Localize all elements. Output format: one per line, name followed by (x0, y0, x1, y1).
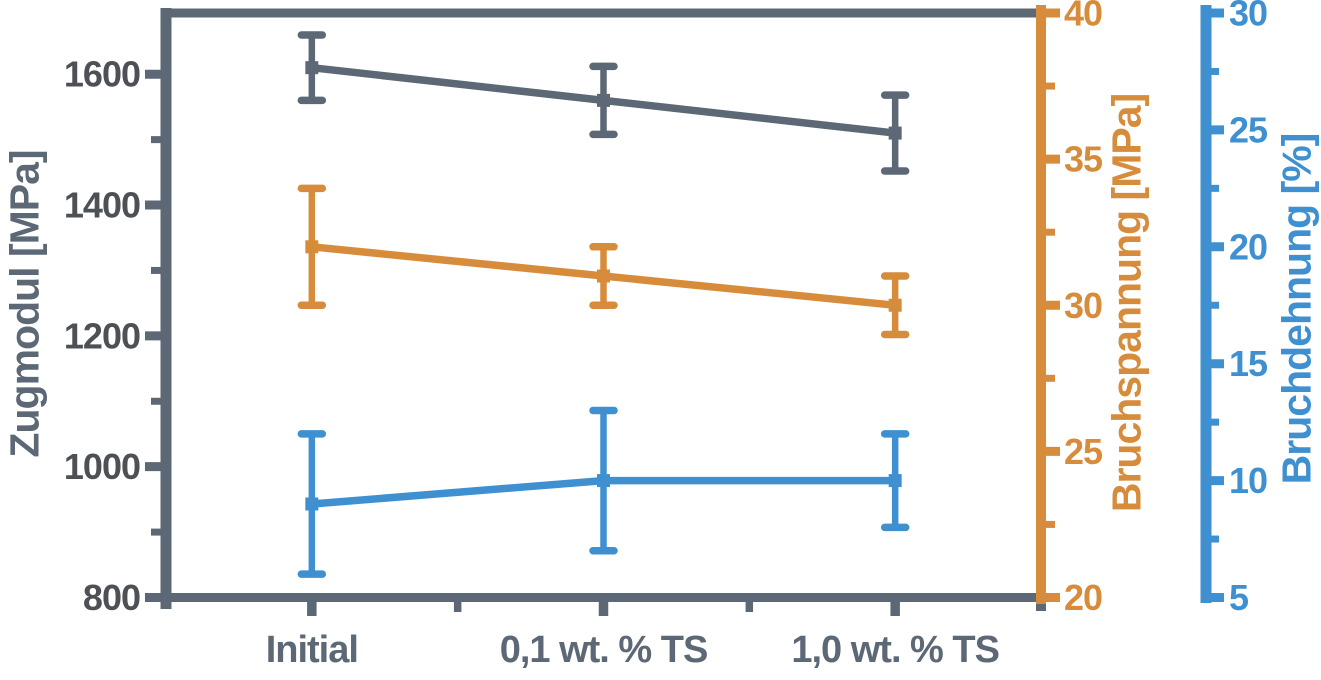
left-axis: 800 1000 1200 1400 1600 (64, 54, 166, 618)
bruchspannung-tick-label: 20 (1064, 577, 1102, 618)
data-point-marker (305, 61, 319, 75)
x-category-label: 0,1 wt. % TS (500, 629, 708, 671)
data-point-marker (305, 240, 319, 254)
data-point-marker (888, 474, 902, 488)
series-bruchspannung (297, 184, 910, 339)
bruchdehnung-tick-label: 20 (1229, 226, 1267, 267)
left-tick-label: 1600 (64, 54, 140, 95)
data-point-marker (305, 497, 319, 511)
bruchspannung-tick-label: 30 (1064, 285, 1102, 326)
bruchspannung-axis: 20 25 30 35 40 (1036, 0, 1104, 618)
data-point-marker (597, 93, 610, 107)
bruchdehnung-tick-label: 15 (1229, 343, 1268, 384)
left-axis-title: Zugmodul [MPa] (1, 150, 48, 458)
left-tick-label: 1000 (64, 446, 140, 487)
bruchdehnung-tick-label: 25 (1229, 109, 1268, 150)
bruchdehnung-tick-label: 30 (1229, 0, 1267, 34)
right-axis-title-bruchspannung: Bruchspannung [MPa] (1103, 93, 1150, 513)
data-point-marker (888, 298, 902, 312)
data-point-marker (597, 269, 610, 283)
x-axis: Initial 0,1 wt. % TS 1,0 wt. % TS (266, 597, 1000, 671)
series-zugmodul (297, 31, 910, 175)
bruchspannung-tick-label: 35 (1064, 139, 1103, 180)
bruchdehnung-axis: 5 10 15 20 25 30 (1200, 0, 1269, 618)
bruchdehnung-tick-label: 5 (1229, 577, 1249, 618)
left-tick-label: 1400 (64, 185, 140, 226)
x-category-label: 1,0 wt. % TS (791, 629, 999, 671)
data-point-marker (597, 474, 610, 488)
left-tick-label: 800 (83, 577, 140, 618)
data-point-marker (888, 126, 902, 140)
left-tick-label: 1200 (64, 315, 140, 356)
right-axis-title-bruchdehnung: Bruchdehnung [%] (1273, 133, 1320, 485)
bruchspannung-tick-label: 25 (1064, 431, 1103, 472)
bruchspannung-tick-label: 40 (1064, 0, 1102, 34)
plot-frame (160, 8, 1046, 611)
bruchdehnung-tick-label: 10 (1229, 460, 1267, 501)
x-category-label: Initial (266, 629, 358, 671)
series-bruchdehnung (297, 406, 910, 578)
